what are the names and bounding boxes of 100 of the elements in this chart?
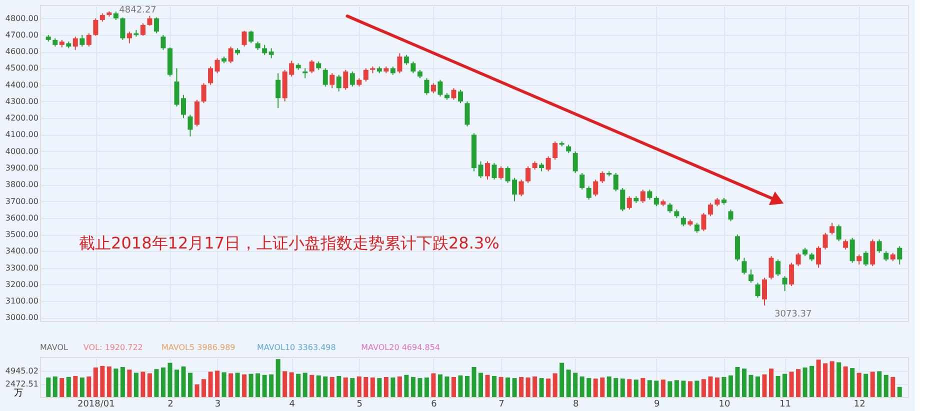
bar [674, 380, 679, 397]
bar [830, 361, 834, 397]
candlestick [776, 258, 781, 277]
bar [444, 376, 450, 397]
bar [114, 368, 118, 397]
bar [323, 376, 328, 397]
bar [836, 362, 842, 397]
bar [404, 374, 409, 397]
y-tick-label: 3900.00 [5, 163, 38, 172]
bar [627, 379, 632, 397]
bar [864, 374, 868, 397]
bar [276, 359, 280, 397]
bar [796, 369, 801, 397]
bar [566, 370, 571, 397]
bar [296, 374, 301, 397]
bar [877, 371, 882, 397]
candlestick [458, 89, 463, 104]
candlestick [526, 166, 531, 184]
candlestick [593, 179, 598, 197]
candlestick [870, 239, 876, 267]
candlestick [154, 16, 159, 34]
bar [46, 378, 51, 397]
bar [714, 378, 720, 397]
y-tick-label: 3400.00 [5, 246, 38, 256]
bar [485, 374, 490, 397]
bar [526, 378, 530, 397]
bar [478, 372, 484, 397]
y-tick-label: 4800.00 [5, 14, 38, 23]
bar [418, 378, 422, 397]
y-tick-label: 4200.00 [5, 114, 38, 123]
bar [174, 370, 179, 397]
y-tick-label: 4500.00 [5, 64, 38, 73]
bar [356, 376, 362, 397]
x-tick-label: 6 [431, 400, 438, 410]
bar [127, 370, 132, 397]
candlestick [201, 82, 206, 104]
bar [512, 378, 517, 397]
bar [742, 368, 746, 397]
y-tick-label: 3500.00 [5, 230, 38, 240]
candlestick [897, 246, 902, 265]
bar [850, 368, 855, 397]
bar [802, 368, 808, 397]
bar [106, 366, 112, 397]
candlestick [667, 202, 672, 214]
candlestick [72, 36, 78, 50]
bar [330, 377, 334, 397]
bar [810, 366, 814, 397]
y-tick-label: 4400.00 [5, 80, 38, 90]
bar [600, 378, 605, 397]
candlestick [276, 72, 281, 109]
bar [377, 378, 382, 397]
bar [168, 362, 172, 397]
bar [884, 374, 888, 397]
candlestick [796, 252, 801, 267]
candlestick [876, 239, 882, 254]
candlestick [600, 170, 605, 184]
bar [573, 372, 578, 397]
candlestick [330, 72, 335, 89]
candlestick [552, 140, 558, 160]
bar [593, 378, 598, 397]
candlestick [438, 79, 443, 97]
candlestick [188, 114, 193, 137]
candlestick [546, 156, 551, 172]
candlestick [613, 172, 618, 192]
bar [256, 373, 260, 397]
candlestick [830, 222, 835, 236]
candlestick [572, 150, 578, 174]
candlestick [180, 94, 186, 119]
bar [181, 366, 186, 397]
y-tick-label: 4945.02 [5, 366, 38, 376]
bar [336, 376, 342, 397]
candlestick [863, 250, 868, 267]
bar [397, 376, 402, 397]
y-tick-label: 3100.00 [5, 296, 38, 306]
y-tick-label: 4000.00 [5, 146, 38, 156]
x-tick-label: 8 [572, 400, 579, 410]
y-tick-label: 4700.00 [5, 30, 38, 40]
bar [80, 378, 84, 397]
candlestick [410, 61, 416, 74]
candlestick [336, 74, 342, 92]
bar [100, 366, 105, 397]
bar [60, 378, 64, 397]
bar [364, 377, 368, 397]
candlestick [762, 277, 768, 306]
candlestick [843, 239, 848, 250]
x-tick-label: 7 [498, 400, 504, 410]
candlestick [350, 71, 355, 87]
bar [614, 378, 618, 397]
bar [194, 384, 200, 397]
annotation: 4842.27 [119, 5, 156, 16]
bar [262, 374, 267, 397]
candlestick [782, 276, 788, 292]
bar [539, 378, 544, 397]
bar [701, 379, 706, 397]
candlestick [343, 69, 348, 90]
candlestick [640, 189, 646, 204]
candlestick [498, 166, 504, 180]
candlestick [748, 268, 754, 284]
candlestick [734, 234, 740, 262]
bar [620, 378, 625, 397]
